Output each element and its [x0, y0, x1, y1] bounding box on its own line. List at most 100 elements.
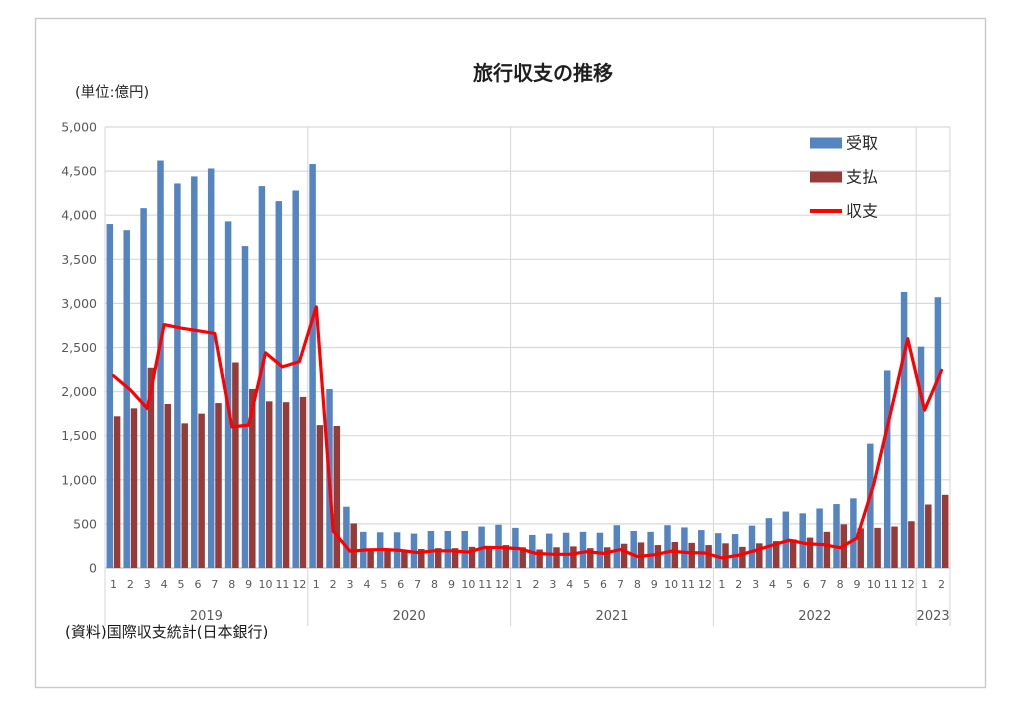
month-label: 3: [144, 578, 151, 591]
month-label: 4: [161, 578, 168, 591]
month-label: 7: [211, 578, 218, 591]
y-axis-label: 0: [89, 561, 97, 576]
year-label: 2023: [917, 609, 950, 624]
bar: [215, 403, 222, 568]
month-label: 1: [921, 578, 928, 591]
unit-label: (単位:億円): [75, 84, 149, 101]
bar: [756, 543, 763, 568]
bar: [299, 396, 307, 568]
bar: [698, 530, 705, 568]
bar: [418, 549, 425, 568]
bar: [917, 346, 925, 568]
bar: [925, 504, 932, 568]
y-axis-label: 1,000: [61, 472, 97, 487]
bar: [553, 547, 560, 568]
month-label: 12: [901, 578, 915, 591]
month-label: 11: [681, 578, 695, 591]
bar: [224, 221, 232, 568]
bar: [562, 532, 570, 568]
bar: [401, 549, 408, 568]
y-axis-label: 2,500: [61, 340, 97, 355]
y-axis-label: 4,500: [61, 164, 97, 179]
bar: [147, 367, 155, 568]
bar: [292, 190, 299, 568]
year-label: 2020: [393, 609, 426, 624]
month-label: 2: [127, 578, 134, 591]
month-label: 1: [110, 578, 117, 591]
bar: [536, 549, 543, 568]
bar: [681, 527, 688, 568]
legend-label: 支払: [846, 168, 878, 187]
month-label: 2: [532, 578, 539, 591]
y-axis-label: 2,000: [61, 384, 97, 399]
bar: [664, 525, 671, 568]
month-label: 10: [259, 578, 273, 591]
month-label: 3: [347, 578, 354, 591]
bar: [461, 530, 468, 568]
month-label: 5: [178, 578, 185, 591]
bar: [857, 528, 864, 568]
month-label: 6: [397, 578, 404, 591]
month-label: 5: [786, 578, 793, 591]
y-axis-label: 3,500: [61, 252, 97, 267]
bar: [816, 508, 823, 568]
month-label: 1: [313, 578, 320, 591]
bar: [113, 416, 121, 568]
legend-swatch: [810, 171, 842, 183]
bar: [164, 403, 172, 568]
legend-item: 収支: [810, 202, 878, 221]
bar: [748, 525, 756, 568]
bar: [850, 498, 857, 568]
month-label: 9: [651, 578, 658, 591]
month-label: 12: [698, 578, 712, 591]
bar: [630, 530, 637, 568]
legend-item: 受取: [810, 134, 878, 153]
month-label: 7: [414, 578, 421, 591]
month-label: 8: [228, 578, 235, 591]
bar: [140, 208, 147, 569]
bar: [799, 513, 806, 568]
month-label: 12: [292, 578, 306, 591]
bar: [350, 523, 357, 568]
bar: [316, 425, 324, 568]
month-label: 1: [718, 578, 725, 591]
bar: [123, 230, 130, 568]
bar: [934, 297, 942, 568]
bar: [174, 183, 181, 568]
axis-label-layer: 0 500 1,000 1,500 2,000 2,500 3,000 3,500 4,000 4…: [61, 120, 949, 625]
month-label: 1: [516, 578, 523, 591]
year-label: 2021: [595, 609, 628, 624]
month-label: 11: [884, 578, 898, 591]
bar: [688, 542, 695, 568]
bar: [772, 541, 780, 568]
source-note: (資料)国際収支統計(日本銀行): [65, 623, 268, 641]
month-label: 6: [600, 578, 607, 591]
month-label: 10: [664, 578, 678, 591]
bar: [249, 388, 256, 568]
legend-item: 支払: [810, 168, 878, 187]
bar: [333, 425, 341, 568]
month-label: 6: [803, 578, 810, 591]
month-label: 6: [194, 578, 201, 591]
month-label: 11: [275, 578, 289, 591]
bar: [570, 546, 577, 568]
bar: [806, 537, 814, 568]
balance-line-layer: [111, 305, 944, 560]
month-label: 9: [854, 578, 861, 591]
bar: [579, 531, 587, 568]
bar: [207, 168, 215, 569]
bar: [434, 548, 442, 568]
bar: [519, 547, 526, 568]
legend-label: 受取: [846, 134, 878, 153]
bar: [545, 533, 553, 568]
bar: [265, 401, 273, 568]
bar: [232, 362, 239, 568]
month-label: 11: [478, 578, 492, 591]
bar: [765, 518, 773, 568]
month-label: 2: [938, 578, 945, 591]
bar: [130, 408, 138, 568]
month-label: 8: [837, 578, 844, 591]
